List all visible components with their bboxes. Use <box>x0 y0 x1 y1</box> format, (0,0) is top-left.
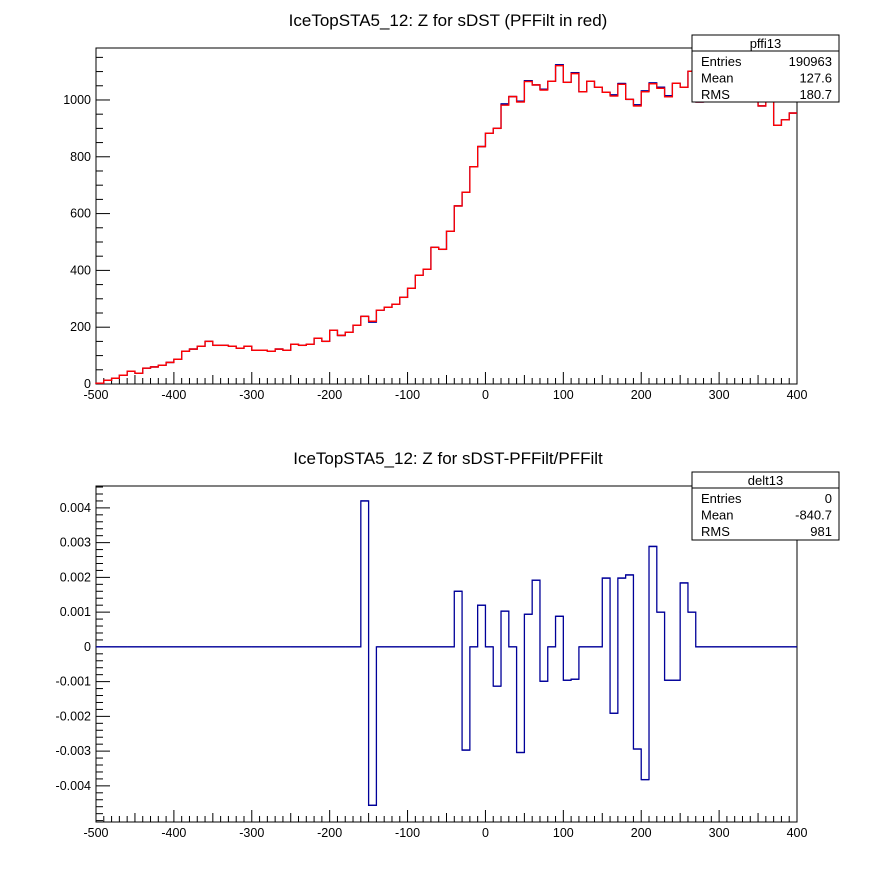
stats-label: Mean <box>701 508 734 523</box>
stats-box-frame <box>691 471 840 541</box>
stats-title: pffi13 <box>750 36 782 51</box>
y-tick-label: -0.003 <box>56 744 91 758</box>
stats-title: delt13 <box>748 473 783 488</box>
x-tick-label: 200 <box>631 388 652 402</box>
stats-box: delt13 Entries 0 Mean -840.7 RMS 981 <box>691 471 840 541</box>
stats-value: 127.6 <box>799 71 832 86</box>
y-tick-label: 200 <box>70 320 91 334</box>
stats-label: RMS <box>701 87 730 102</box>
x-tick-label: 400 <box>787 388 808 402</box>
histogram-line-sdst <box>95 64 797 384</box>
y-tick-label: 600 <box>70 207 91 221</box>
stats-label: Entries <box>701 54 742 69</box>
y-tick-label: 1000 <box>63 93 91 107</box>
stats-value: -840.7 <box>795 508 832 523</box>
stats-box: pffi13 Entries 190963 Mean 127.6 RMS 180.7 <box>691 34 840 103</box>
x-tick-label: -300 <box>239 826 264 840</box>
y-tick-label: 800 <box>70 150 91 164</box>
x-tick-label: -500 <box>83 388 108 402</box>
top-chart-title: IceTopSTA5_12: Z for sDST (PFFilt in red… <box>289 11 608 30</box>
x-tick-label: -200 <box>317 826 342 840</box>
y-tick-label: -0.001 <box>56 675 91 689</box>
stats-value: 180.7 <box>799 87 832 102</box>
x-tick-label: -400 <box>161 826 186 840</box>
x-tick-label: 200 <box>631 826 652 840</box>
top-histogram-panel: IceTopSTA5_12: Z for sDST (PFFilt in red… <box>63 11 840 402</box>
y-tick-label: 0.003 <box>60 536 91 550</box>
x-tick-label: -500 <box>83 826 108 840</box>
stats-value: 981 <box>810 524 832 539</box>
y-tick-label: -0.004 <box>56 779 91 793</box>
histogram-line-pffilt <box>95 64 797 384</box>
x-tick-label: 100 <box>553 388 574 402</box>
x-tick-label: -400 <box>161 388 186 402</box>
x-tick-label: 300 <box>709 826 730 840</box>
x-tick-label: 100 <box>553 826 574 840</box>
stats-label: RMS <box>701 524 730 539</box>
x-tick-label: 0 <box>482 388 489 402</box>
y-tick-label: 0 <box>84 377 91 391</box>
x-tick-label: 0 <box>482 826 489 840</box>
y-tick-label: -0.002 <box>56 709 91 723</box>
stats-value: 0 <box>825 491 832 506</box>
bottom-histogram-panel: IceTopSTA5_12: Z for sDST-PFFilt/PFFilt … <box>56 449 840 840</box>
y-tick-label: 0.004 <box>60 501 91 515</box>
stats-box-frame <box>691 34 840 103</box>
x-tick-label: -100 <box>395 826 420 840</box>
y-tick-label: 0.002 <box>60 570 91 584</box>
x-tick-label: 400 <box>787 826 808 840</box>
x-tick-label: -200 <box>317 388 342 402</box>
bottom-chart-title: IceTopSTA5_12: Z for sDST-PFFilt/PFFilt <box>293 449 603 468</box>
stats-value: 190963 <box>789 54 832 69</box>
x-tick-label: 300 <box>709 388 730 402</box>
x-tick-label: -300 <box>239 388 264 402</box>
y-tick-label: 0 <box>84 640 91 654</box>
y-tick-label: 0.001 <box>60 605 91 619</box>
x-tick-label: -100 <box>395 388 420 402</box>
stats-label: Entries <box>701 491 742 506</box>
y-tick-label: 400 <box>70 263 91 277</box>
stats-label: Mean <box>701 71 734 86</box>
histogram-line-delt13 <box>96 500 797 806</box>
